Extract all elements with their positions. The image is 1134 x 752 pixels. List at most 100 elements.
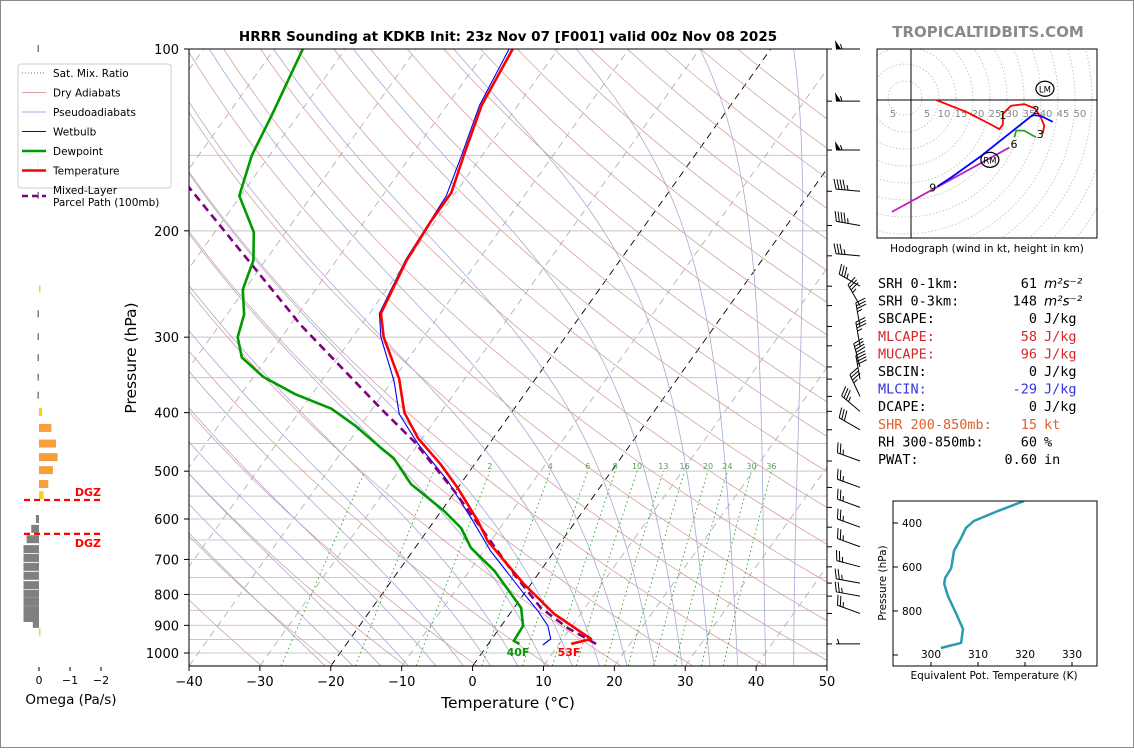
parameter-row: RH 300-850mb:60%	[878, 434, 1052, 450]
y-tick-label: 900	[154, 619, 179, 634]
parameter-value: 61	[1021, 276, 1037, 292]
y-tick-label: 1000	[146, 647, 179, 662]
surface-temp-label: 53F	[558, 646, 581, 659]
wind-barb	[837, 550, 860, 567]
omega-bar	[39, 440, 56, 448]
mixing-ratio-label: 20	[703, 462, 713, 471]
x-tick-label: 20	[606, 675, 623, 690]
key-isotherm-line	[473, 49, 913, 666]
skewt-profiles	[188, 49, 596, 645]
legend: Sat. Mix. Ratio Dry Adiabats Pseudoadiabat…	[18, 64, 171, 209]
barb-half-flag	[842, 588, 843, 593]
theta-e-x-tick-label: 320	[1015, 649, 1035, 661]
barb-staff	[837, 499, 860, 507]
legend-label: Sat. Mix. Ratio	[53, 68, 129, 80]
hodograph-ring-label: 5	[924, 109, 930, 120]
omega-bar	[39, 453, 58, 461]
omega-bar	[24, 598, 40, 606]
barb-flag	[837, 442, 838, 452]
moist-adiabat-line	[157, 49, 600, 666]
moist-adiabat-line	[794, 49, 803, 666]
hodograph-ring	[701, 1, 1109, 302]
barb-flag	[837, 469, 838, 479]
barb-flag	[834, 244, 836, 254]
theta-e-line	[941, 501, 1024, 648]
y-tick-label: 400	[154, 407, 179, 422]
moist-adiabat-line	[353, 49, 682, 666]
parameter-unit: %	[1044, 434, 1052, 450]
parameter-value: 15	[1021, 417, 1037, 433]
wind-barb	[837, 442, 860, 461]
omega-bar	[39, 285, 41, 292]
barb-half-flag	[847, 274, 848, 279]
barb-flag	[838, 212, 839, 222]
parameter-label: SRH 0-1km:	[878, 276, 959, 292]
omega-x-tick-label: 0	[36, 674, 43, 687]
mixing-ratio-label: 24	[722, 462, 732, 471]
omega-bar	[39, 408, 42, 416]
x-tick-label: 30	[677, 675, 694, 690]
barb-staff	[848, 285, 860, 306]
hodograph-ring-label: 10	[938, 109, 951, 120]
parameter-value: 60	[1021, 434, 1037, 450]
parameter-label: SBCIN:	[878, 364, 927, 380]
barb-flag	[840, 490, 841, 500]
y-tick-label: 800	[154, 588, 179, 603]
omega-bar	[24, 554, 40, 562]
hodograph-height-label: 9	[929, 182, 936, 195]
wind-barb	[837, 595, 860, 614]
mixing-ratio-label: 30	[746, 462, 756, 471]
barb-flag	[841, 212, 842, 222]
parameter-unit: J/kg	[1044, 329, 1077, 345]
barb-half-flag	[848, 218, 849, 223]
omega-bar	[38, 354, 40, 361]
wind-barb	[837, 469, 860, 488]
omega-axis-label: Omega (Pa/s)	[25, 692, 116, 708]
parameter-label: MUCAPE:	[878, 346, 935, 362]
legend-label: Dry Adiabats	[53, 88, 121, 100]
barb-flag	[852, 373, 860, 380]
barb-staff	[837, 539, 860, 547]
omega-bar	[38, 392, 40, 399]
parameter-unit: in	[1044, 452, 1060, 468]
hodograph-height-label: 1	[999, 109, 1006, 122]
mixing-ratio-label: 6	[585, 462, 590, 471]
barb-flag	[837, 528, 838, 538]
hodograph-height-label: 2	[1033, 104, 1040, 117]
barb-half-flag	[847, 185, 848, 190]
theta-e-x-tick-label: 300	[921, 649, 941, 661]
barb-flag	[838, 569, 839, 579]
omega-bar	[27, 535, 39, 543]
wind-barb	[835, 569, 860, 584]
hodograph-height-label: 6	[1011, 138, 1018, 151]
barb-half-flag	[854, 379, 858, 382]
barb-staff	[839, 418, 860, 430]
barb-flag	[848, 277, 855, 285]
barb-flag	[843, 180, 845, 190]
wind-barb	[836, 639, 860, 644]
barb-flag	[850, 368, 858, 375]
omega-bar	[24, 606, 40, 614]
barb-flag	[844, 267, 846, 277]
dgz-label: DGZ	[75, 486, 101, 499]
barb-pennant	[835, 141, 841, 150]
x-tick-label: 0	[468, 675, 476, 690]
barb-flag	[834, 179, 836, 189]
omega-bar	[33, 620, 39, 628]
barb-flag	[840, 179, 842, 189]
dry-adiabat-line	[224, 49, 981, 666]
barb-half-flag	[841, 44, 843, 49]
barb-half-flag	[849, 397, 851, 402]
barb-half-flag	[841, 96, 843, 101]
barb-staff	[837, 519, 860, 527]
x-tick-label: 10	[535, 675, 552, 690]
key-isotherm-line	[331, 49, 771, 666]
theta-e-y-tick-label: 400	[902, 518, 922, 530]
theta-e-y-label: Pressure (hPa)	[877, 545, 889, 620]
wind-barb	[834, 179, 860, 191]
legend-label: Pseudoadiabats	[53, 107, 136, 119]
x-tick-label: −10	[388, 675, 415, 690]
